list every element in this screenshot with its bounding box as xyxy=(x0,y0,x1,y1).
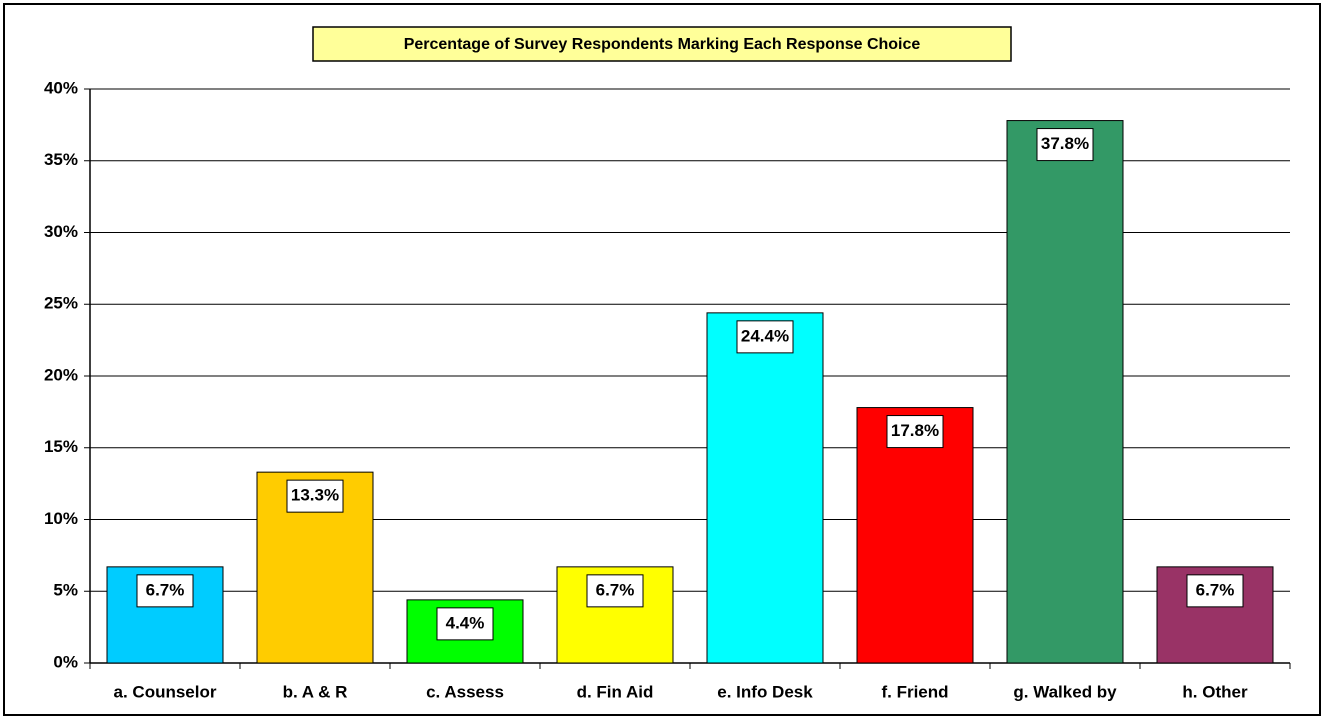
x-tick-label: c. Assess xyxy=(426,682,504,701)
bar xyxy=(856,407,974,664)
y-tick-label: 10% xyxy=(44,509,78,528)
y-tick-label: 0% xyxy=(53,652,78,671)
x-tick-label: e. Info Desk xyxy=(717,682,813,701)
label-box xyxy=(436,607,494,641)
bar xyxy=(706,312,824,664)
y-tick-label: 15% xyxy=(44,437,78,456)
data-label: 4.4% xyxy=(446,613,485,632)
y-tick-label: 25% xyxy=(44,294,78,313)
y-tick-label: 5% xyxy=(53,581,78,600)
x-tick-label: f. Friend xyxy=(881,682,948,701)
label-box xyxy=(736,320,794,354)
data-label: 6.7% xyxy=(146,580,185,599)
data-label: 17.8% xyxy=(891,421,939,440)
x-tick-label: h. Other xyxy=(1182,682,1248,701)
bar xyxy=(1006,120,1124,664)
data-label: 6.7% xyxy=(1196,580,1235,599)
title-box xyxy=(312,26,1012,62)
label-box xyxy=(586,574,644,608)
x-tick-label: g. Walked by xyxy=(1013,682,1117,701)
data-label: 24.4% xyxy=(741,326,789,345)
chart-title: Percentage of Survey Respondents Marking… xyxy=(404,36,921,53)
data-label: 37.8% xyxy=(1041,134,1089,153)
label-box xyxy=(886,415,944,449)
y-tick-label: 35% xyxy=(44,150,78,169)
data-label: 13.3% xyxy=(291,486,339,505)
y-tick-label: 40% xyxy=(44,78,78,97)
x-tick-label: d. Fin Aid xyxy=(577,682,654,701)
label-box xyxy=(136,574,194,608)
data-label: 6.7% xyxy=(596,580,635,599)
label-box xyxy=(286,479,344,513)
x-tick-label: b. A & R xyxy=(283,682,348,701)
label-box xyxy=(1036,128,1094,162)
y-tick-label: 20% xyxy=(44,365,78,384)
x-tick-label: a. Counselor xyxy=(114,682,217,701)
label-box xyxy=(1186,574,1244,608)
y-tick-label: 30% xyxy=(44,222,78,241)
